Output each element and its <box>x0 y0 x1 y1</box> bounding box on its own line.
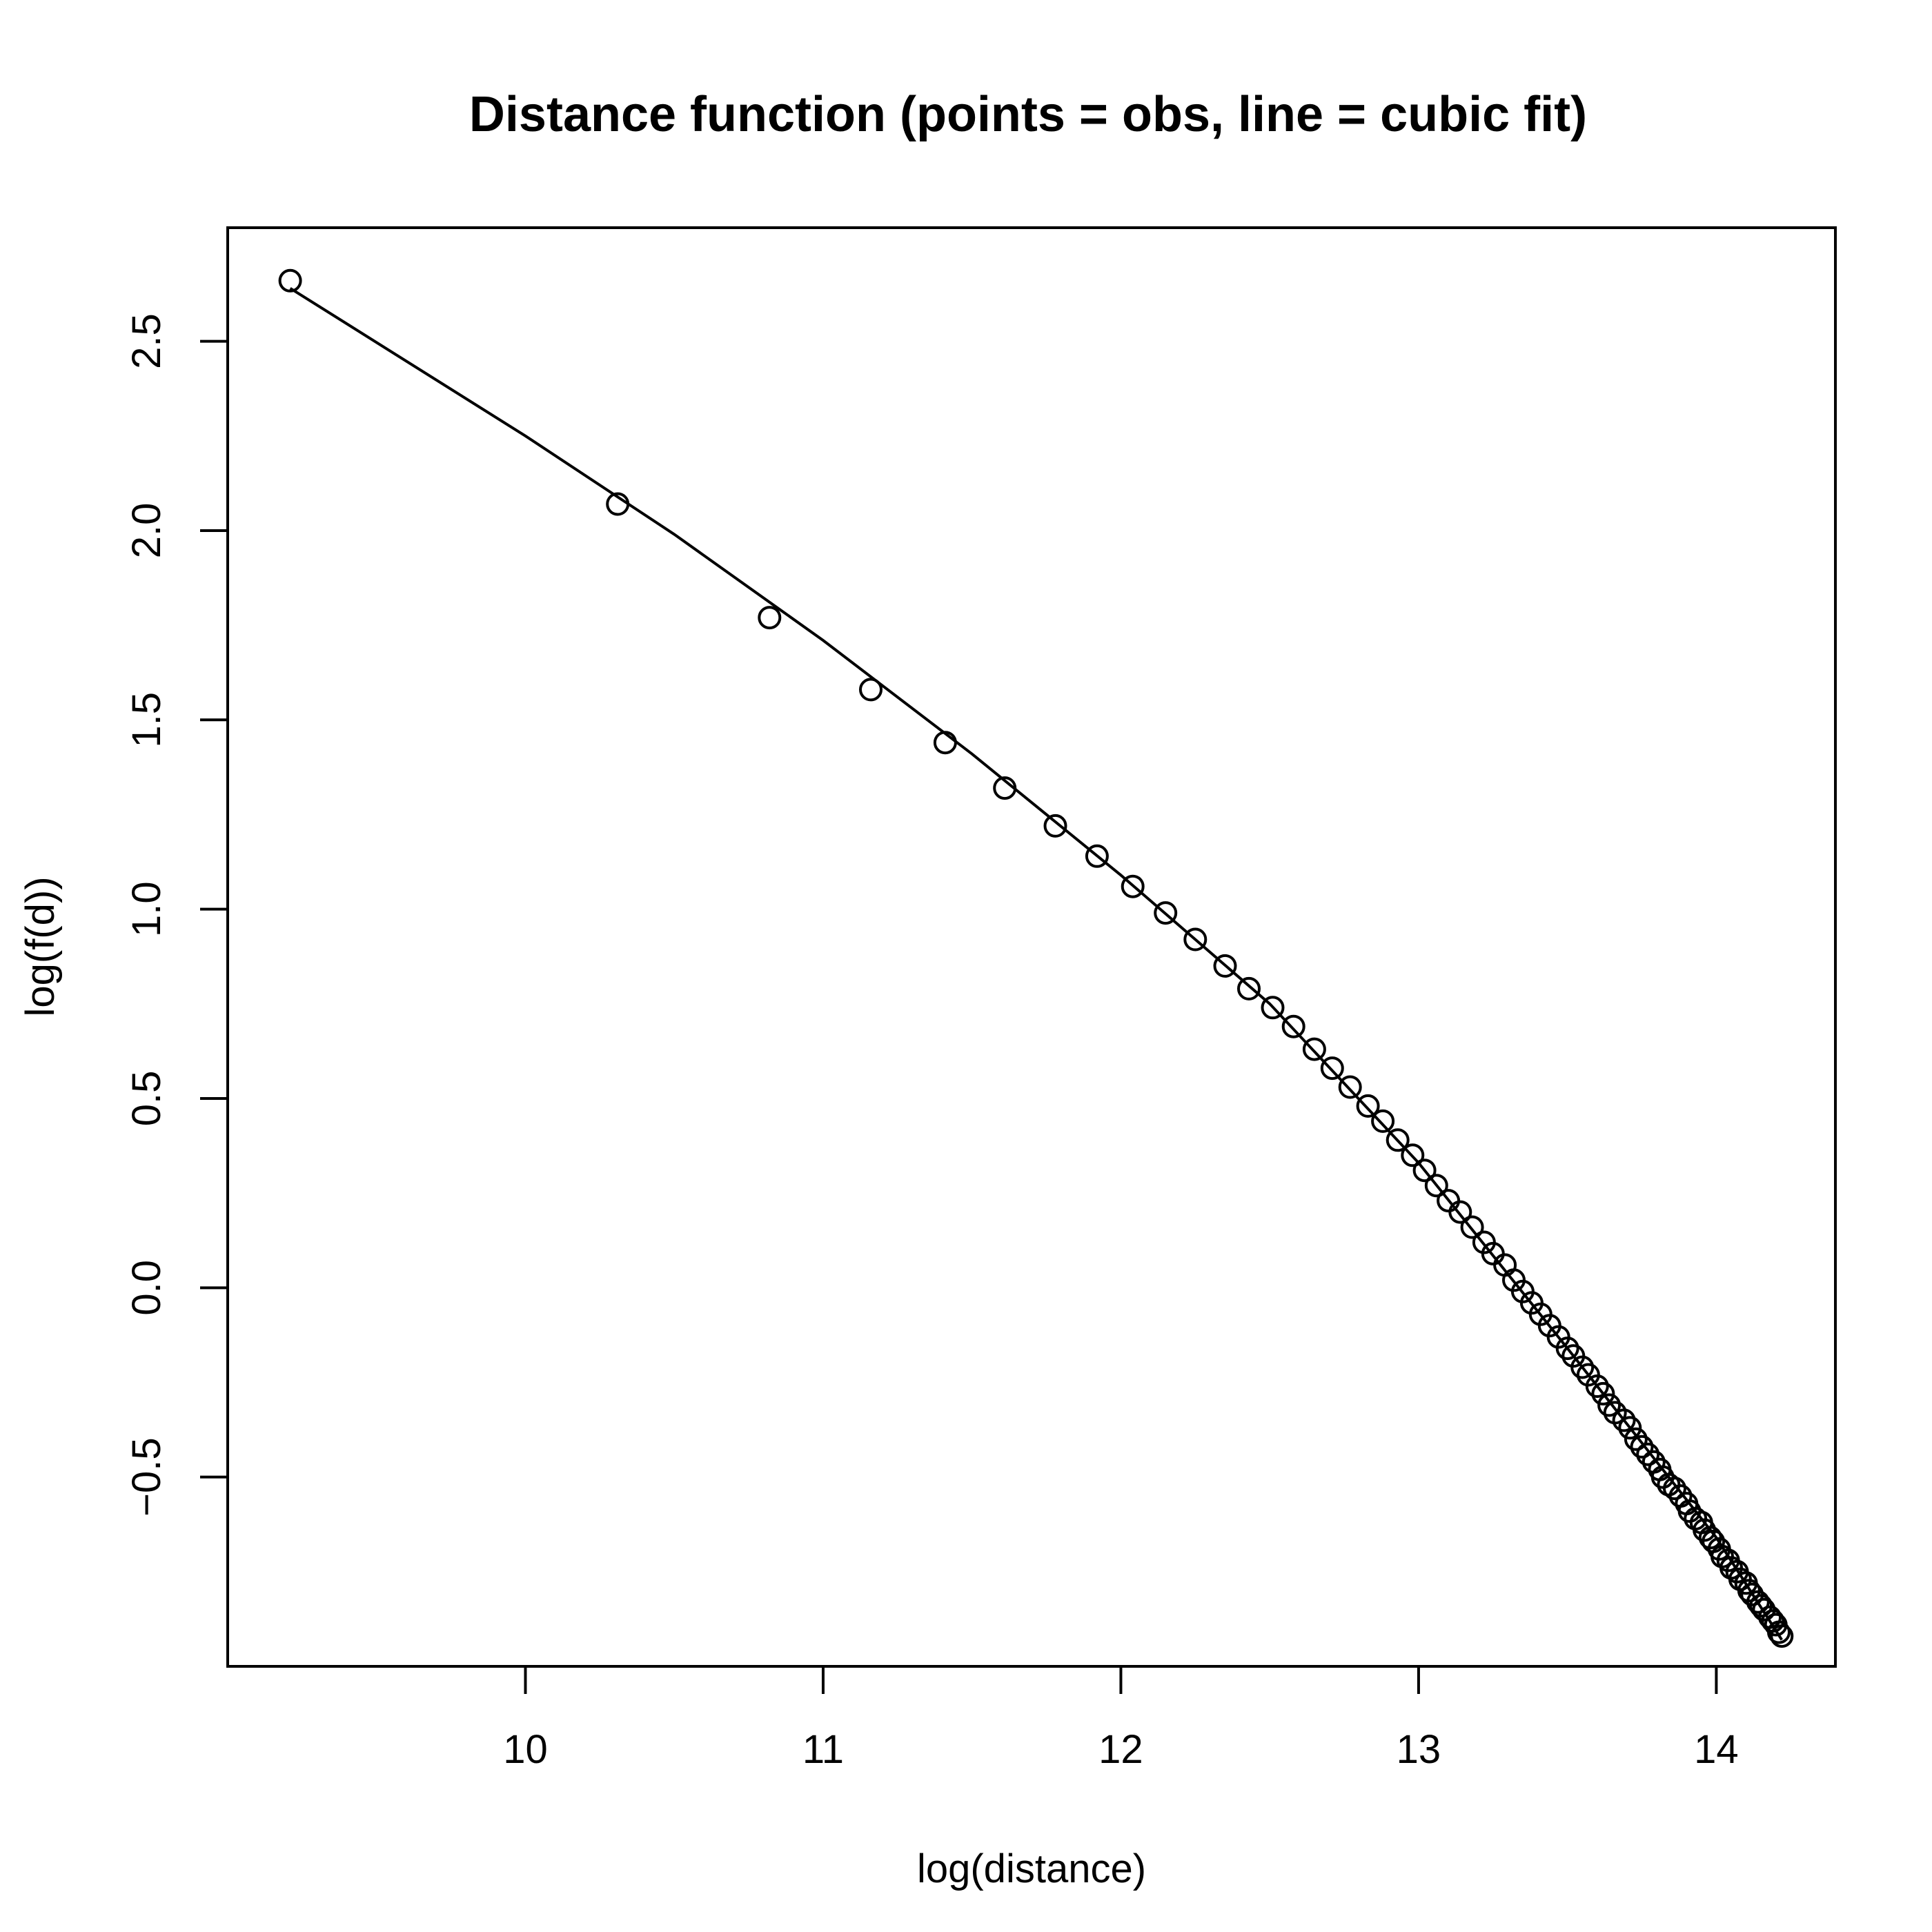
data-point <box>1460 1215 1484 1239</box>
data-point <box>1570 1355 1595 1379</box>
data-point <box>1237 976 1261 1000</box>
data-point <box>1585 1374 1609 1398</box>
x-axis-label: log(distance) <box>917 1846 1146 1891</box>
y-tick-label: 1.5 <box>124 692 169 748</box>
y-tick-label: 0.0 <box>124 1260 169 1316</box>
observed-points <box>278 268 1794 1648</box>
data-point <box>1612 1408 1636 1432</box>
data-point <box>1618 1416 1642 1440</box>
data-point <box>1401 1143 1425 1167</box>
y-tick-label: 0.5 <box>124 1071 169 1127</box>
data-point <box>1767 1620 1791 1644</box>
x-axis: 10 11 12 13 14 <box>503 1665 1739 1772</box>
data-point <box>1448 1200 1472 1224</box>
data-point <box>1624 1427 1648 1451</box>
x-tick-label: 10 <box>503 1727 548 1772</box>
data-point <box>758 606 782 630</box>
data-point <box>1183 927 1208 952</box>
data-point <box>1746 1590 1770 1614</box>
data-point <box>1281 1014 1305 1038</box>
data-point <box>1663 1477 1686 1501</box>
data-point <box>278 268 302 293</box>
data-point <box>1261 996 1285 1020</box>
x-tick-label: 13 <box>1397 1727 1441 1772</box>
y-tick-label: 1.0 <box>124 881 169 937</box>
chart-title: Distance function (points = obs, line = … <box>469 87 1587 142</box>
data-point <box>1338 1075 1362 1099</box>
data-point <box>1371 1109 1395 1133</box>
x-tick-label: 11 <box>802 1727 844 1772</box>
x-tick-label: 14 <box>1694 1727 1739 1772</box>
data-point <box>993 776 1017 800</box>
data-point <box>1085 844 1109 868</box>
y-axis-label: log(f(d)) <box>18 876 63 1016</box>
data-point <box>1154 901 1178 925</box>
data-point <box>1302 1037 1326 1061</box>
data-point <box>1213 954 1237 978</box>
data-point <box>1320 1056 1344 1081</box>
data-point <box>1636 1442 1660 1466</box>
data-point <box>1412 1159 1437 1183</box>
data-point <box>1591 1381 1615 1406</box>
data-point <box>1043 814 1067 838</box>
x-tick-label: 12 <box>1098 1727 1143 1772</box>
data-point <box>1424 1174 1448 1198</box>
y-tick-label: −0.5 <box>124 1437 169 1517</box>
data-point <box>1770 1624 1794 1648</box>
data-point <box>859 678 883 702</box>
data-point <box>1386 1128 1410 1152</box>
data-point <box>933 731 957 755</box>
data-point <box>1356 1094 1380 1118</box>
data-point <box>1121 874 1145 898</box>
y-tick-label: 2.0 <box>124 503 169 559</box>
data-point <box>1630 1435 1654 1459</box>
data-point <box>1555 1337 1579 1361</box>
y-axis: −0.5 0.0 0.5 1.0 1.5 2.0 2.5 <box>124 313 229 1517</box>
y-tick-label: 2.5 <box>124 313 169 369</box>
data-point <box>606 492 630 516</box>
data-point <box>1597 1393 1621 1417</box>
